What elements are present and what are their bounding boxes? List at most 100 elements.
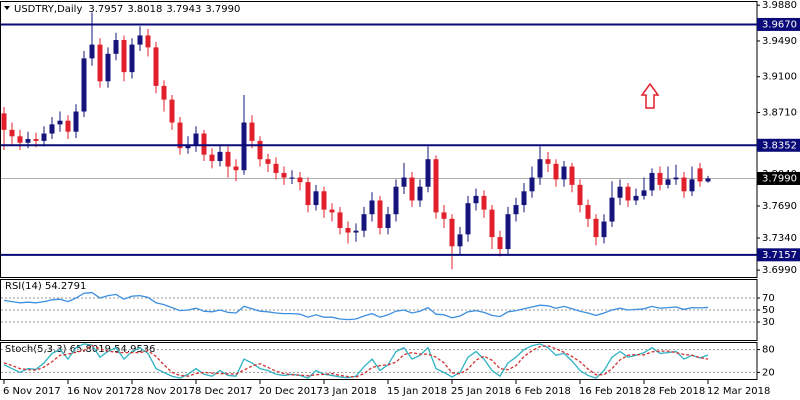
y-tick-label: 3.9490 <box>762 36 797 47</box>
candle-body <box>297 177 303 183</box>
candle-body <box>361 214 367 231</box>
y-tick-label: 3.7340 <box>762 233 797 244</box>
x-tick-label: 25 Jan 2018 <box>451 386 511 397</box>
candle-body <box>385 214 391 228</box>
up-arrow <box>640 82 660 109</box>
chart-title: USDTRY,Daily <box>14 4 82 15</box>
x-tick-label: 16 Nov 2017 <box>67 386 131 397</box>
candle-body <box>529 177 535 192</box>
x-tick-label: 6 Nov 2017 <box>3 386 61 397</box>
candle-body <box>169 99 175 123</box>
candle-body <box>329 209 335 213</box>
candle-body <box>257 140 263 160</box>
price-label: 3.7990 <box>762 173 797 184</box>
x-tick-label: 3 Jan 2018 <box>323 386 377 397</box>
candle-body <box>233 166 239 171</box>
candle-body <box>345 227 351 233</box>
indicator-line <box>3 343 709 379</box>
candle-body <box>417 186 423 201</box>
candle-body <box>705 178 711 182</box>
y-tick-label: 3.9880 <box>762 0 797 11</box>
candle-body <box>321 191 327 210</box>
candle-body <box>217 151 223 162</box>
rsi-title: RSI(14) 54.2791 <box>5 281 86 292</box>
candle-body <box>505 214 511 250</box>
level-label-box <box>757 138 800 152</box>
candle-body <box>161 85 167 100</box>
candle-body <box>65 120 71 132</box>
level-label: 3.8352 <box>762 140 797 151</box>
x-tick-label: 20 Dec 2017 <box>259 386 323 397</box>
candle-body <box>513 205 519 215</box>
candle-body <box>177 122 183 149</box>
candle-body <box>489 209 495 238</box>
candle-body <box>265 159 271 164</box>
y-tick-label: 3.9100 <box>762 72 797 83</box>
x-tick-label: 8 Dec 2017 <box>195 386 253 397</box>
candle-body <box>449 218 455 247</box>
candle-body <box>249 122 255 141</box>
candle-body <box>561 166 567 180</box>
candle-body <box>585 205 591 219</box>
candle-body <box>337 212 343 228</box>
candle-body <box>609 197 615 222</box>
candle-body <box>49 124 55 134</box>
candle-body <box>153 47 159 86</box>
indicator-line <box>3 291 709 321</box>
candle-body <box>697 168 703 182</box>
candle-body <box>137 35 143 45</box>
candle-body <box>497 237 503 250</box>
candle-body <box>185 145 191 149</box>
x-tick-label: 15 Jan 2018 <box>387 386 447 397</box>
candle-body <box>81 58 87 112</box>
candle-body <box>313 191 319 206</box>
candle-body <box>25 139 31 143</box>
candle-body <box>201 133 207 155</box>
candle-body <box>465 203 471 235</box>
candle-body <box>433 159 439 213</box>
level-label: 3.9670 <box>762 19 797 30</box>
y-tick-label: 70 <box>762 293 775 304</box>
candle-body <box>457 234 463 247</box>
x-tick-label: 28 Feb 2018 <box>643 386 705 397</box>
y-tick-label: 3.6990 <box>762 265 797 276</box>
candle-body <box>193 133 199 146</box>
y-tick-label: 30 <box>762 317 775 328</box>
candle-body <box>649 172 655 191</box>
candle-body <box>121 40 127 73</box>
candle-body <box>641 190 647 196</box>
candle-body <box>145 35 151 48</box>
candle-body <box>113 40 119 54</box>
level-label-box <box>757 248 800 262</box>
candle-body <box>369 200 375 215</box>
indicator-line <box>3 344 709 378</box>
y-tick-label: 3.7690 <box>762 201 797 212</box>
level-label: 3.7157 <box>762 250 797 261</box>
candle-body <box>481 195 487 210</box>
price-label-box <box>757 171 800 185</box>
x-tick-label: 28 Nov 2017 <box>131 386 195 397</box>
menu-triangle[interactable] <box>4 6 10 10</box>
candle-body <box>73 111 79 132</box>
candle-body <box>273 163 279 173</box>
candle-body <box>537 159 543 178</box>
stoch-title: Stoch(5,3,3) 65.8019 54.9536 <box>5 344 156 355</box>
candle-body <box>593 218 599 238</box>
candle-body <box>545 159 551 164</box>
candle-body <box>241 122 247 171</box>
y-tick-label: 3.8710 <box>762 107 797 118</box>
candle-body <box>225 151 231 167</box>
ohlc-close: 3.7990 <box>205 4 240 15</box>
candle-body <box>105 53 111 82</box>
candle-body <box>353 230 359 233</box>
candle-body <box>41 133 47 141</box>
candle-body <box>473 195 479 204</box>
stoch-panel <box>0 342 758 380</box>
candle-body <box>601 221 607 238</box>
candle-body <box>409 177 415 201</box>
candle-body <box>617 186 623 198</box>
x-tick-label: 12 Mar 2018 <box>707 386 770 397</box>
candle-body <box>129 44 135 73</box>
candle-body <box>33 139 39 141</box>
candle-body <box>657 172 663 185</box>
